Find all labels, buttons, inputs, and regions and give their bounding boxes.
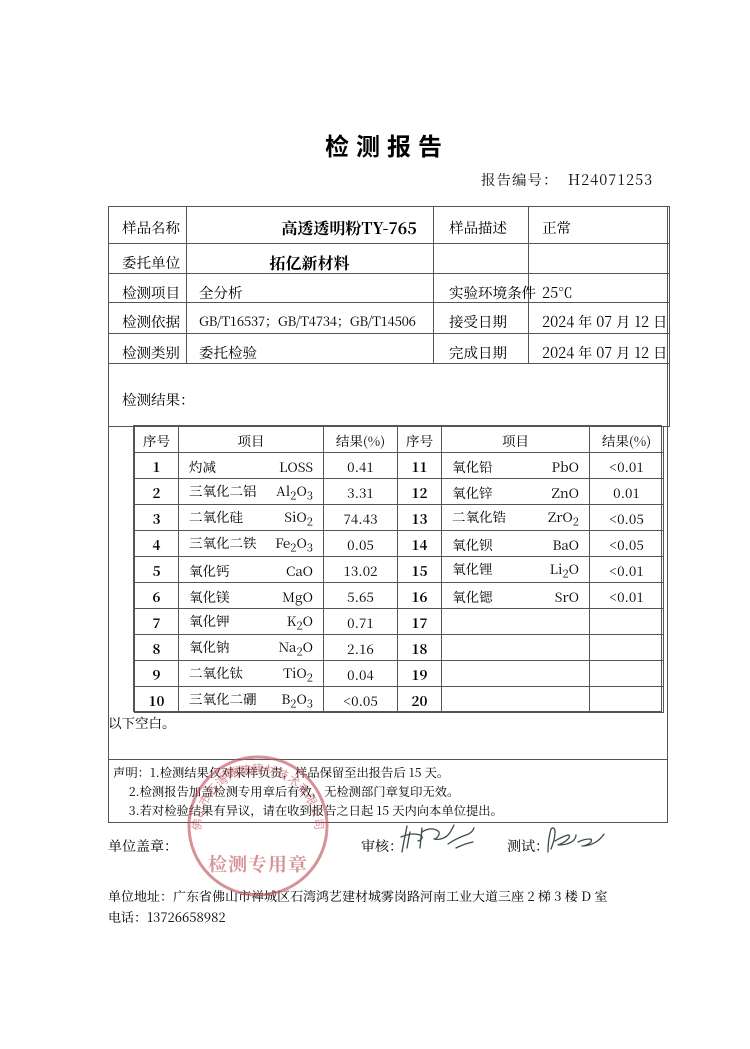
svg-text:佛山市石湾鸿艺建材技术有限公司: 佛山市石湾鸿艺建材技术有限公司 [189, 761, 328, 831]
svg-text:检测专用章: 检测专用章 [208, 850, 308, 877]
